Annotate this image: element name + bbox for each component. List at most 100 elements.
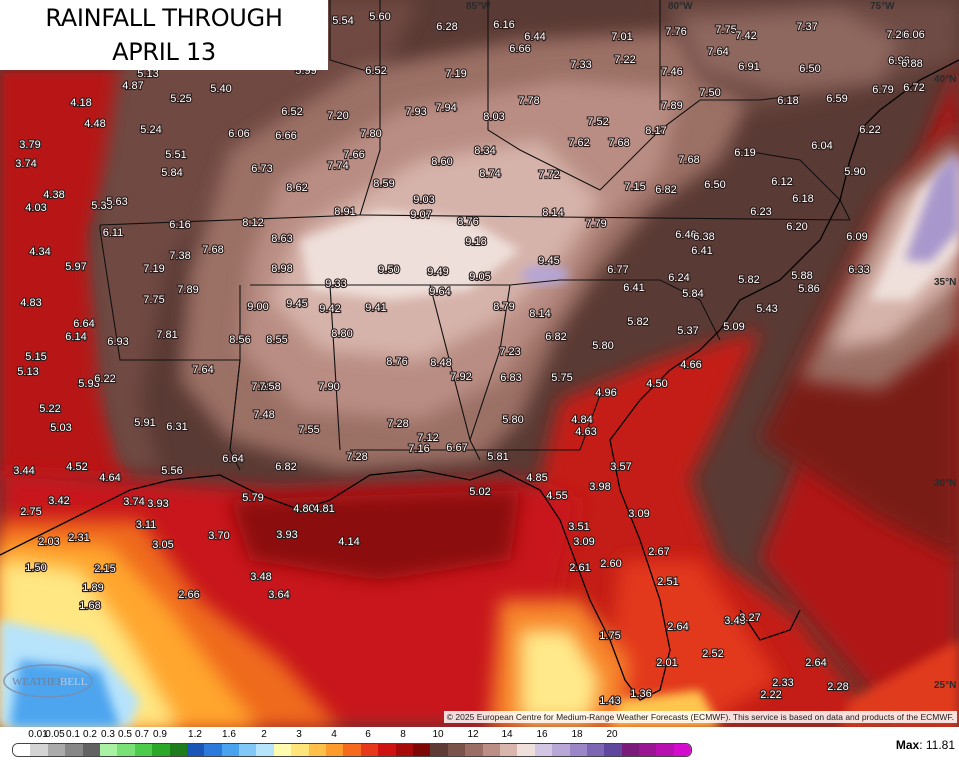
rainfall-value-128: 8.55 — [266, 334, 287, 346]
rainfall-value-161: 4.84 — [571, 414, 592, 426]
lon-75w: 75°W — [870, 1, 895, 12]
rainfall-value-189: 2.03 — [38, 536, 59, 548]
copyright-notice: © 2025 European Centre for Medium-Range … — [443, 711, 957, 723]
rainfall-point-values: 5.54 5.606.28 6.166.446.667.01 7.76 7.757.42… — [12, 10, 926, 708]
rainfall-value-57: 7.72 — [538, 169, 559, 181]
rainfall-value-214: 2.33 — [772, 677, 793, 689]
rainfall-value-63: 6.04 — [811, 140, 832, 152]
scale-swatch-16 — [291, 744, 309, 756]
rainfall-value-113: 5.84 — [682, 288, 703, 300]
lat-35n: 35°N — [934, 277, 956, 288]
max-value: Max: 11.81 — [895, 738, 955, 752]
rainfall-value-96: 6.41 — [691, 245, 712, 257]
rainfall-value-18: 7.33 — [570, 59, 591, 71]
rainfall-value-89: 6.38 — [693, 231, 714, 243]
logo-text-main: WEATHER — [12, 676, 65, 688]
rainfall-value-5: 6.66 — [509, 43, 530, 55]
rainfall-value-213: 2.64 — [805, 657, 826, 669]
rainfall-value-41: 7.52 — [587, 116, 608, 128]
rainfall-value-168: 5.81 — [487, 451, 508, 463]
scale-swatch-30 — [534, 744, 553, 756]
rainfall-value-106: 5.82 — [738, 274, 759, 286]
rainfall-value-45: 6.59 — [826, 93, 847, 105]
rainfall-value-182: 5.79 — [242, 492, 263, 504]
rainfall-value-110: 9.33 — [325, 278, 346, 290]
scale-swatch-32 — [569, 744, 587, 756]
rainfall-value-88: 6.46 — [675, 229, 696, 241]
scale-swatch-18 — [326, 744, 344, 756]
rainfall-value-85: 7.79 — [585, 218, 606, 230]
rainfall-value-8: 7.75 — [715, 24, 736, 36]
rainfall-value-153: 5.22 — [39, 403, 60, 415]
rainfall-value-194: 4.14 — [338, 536, 359, 548]
rainfall-value-131: 5.82 — [627, 316, 648, 328]
rainfall-value-157: 6.31 — [166, 421, 187, 433]
rainfall-value-28: 5.25 — [170, 93, 191, 105]
scale-swatch-3 — [65, 744, 83, 756]
rainfall-value-65: 5.90 — [844, 166, 865, 178]
rainfall-value-50: 6.73 — [251, 163, 272, 175]
rainfall-value-69: 5.63 — [106, 196, 127, 208]
rainfall-value-55: 8.34 — [474, 145, 495, 157]
rainfall-value-77: 6.18 — [792, 193, 813, 205]
rainfall-value-108: 6.33 — [848, 264, 869, 276]
rainfall-value-119: 9.42 — [319, 303, 340, 315]
rainfall-value-159: 7.28 — [387, 418, 408, 430]
rainfall-value-201: 3.48 — [250, 571, 271, 583]
rainfall-value-176: 3.98 — [589, 481, 610, 493]
rainfall-value-140: 6.22 — [94, 373, 115, 385]
rainfall-value-181: 3.93 — [147, 498, 168, 510]
rainfall-value-158: 7.55 — [298, 424, 319, 436]
rainfall-value-53: 7.74 — [327, 160, 348, 172]
rainfall-value-183: 4.80 — [293, 503, 314, 515]
rainfall-value-27: 5.40 — [210, 83, 231, 95]
rainfall-value-35: 6.66 — [275, 130, 296, 142]
scale-swatch-28 — [499, 744, 518, 756]
scale-label-14: 8 — [400, 729, 406, 740]
color-scale — [12, 743, 692, 757]
rainfall-value-154: 7.48 — [253, 409, 274, 421]
rainfall-value-148: 7.68 — [251, 381, 272, 393]
rainfall-value-210: 1.75 — [599, 630, 620, 642]
scale-label-11: 3 — [296, 729, 302, 740]
rainfall-value-129: 8.80 — [331, 328, 352, 340]
rainfall-value-10: 7.37 — [796, 21, 817, 33]
rainfall-value-170: 3.44 — [13, 465, 34, 477]
title-line-1: RAINFALL THROUGH — [45, 4, 283, 32]
scale-swatch-19 — [343, 744, 361, 756]
rainfall-value-165: 6.67 — [446, 442, 467, 454]
rainfall-value-147: 4.66 — [680, 359, 701, 371]
rainfall-value-105: 6.24 — [668, 272, 689, 284]
scale-label-4: 0.3 — [101, 729, 115, 740]
rainfall-value-3: 6.16 — [493, 19, 514, 31]
rainfall-value-135: 7.23 — [499, 346, 520, 358]
rainfall-value-164: 7.16 — [408, 443, 429, 455]
rainfall-value-102: 9.05 — [469, 271, 490, 283]
scale-label-16: 12 — [467, 729, 479, 740]
rainfall-value-21: 6.91 — [738, 61, 759, 73]
rainfall-value-81: 8.91 — [334, 206, 355, 218]
rainfall-value-12: 6.06 — [903, 29, 924, 41]
rainfall-value-49: 5.84 — [161, 167, 182, 179]
rainfall-value-212: 2.01 — [656, 657, 677, 669]
rainfall-value-205: 3.64 — [268, 589, 289, 601]
rainfall-value-114: 5.86 — [798, 283, 819, 295]
rainfall-value-134: 6.93 — [107, 336, 128, 348]
rainfall-value-180: 3.74 — [123, 496, 144, 508]
rainfall-value-16: 6.52 — [365, 65, 386, 77]
rainfall-value-216: 2.22 — [760, 689, 781, 701]
rainfall-value-93: 7.38 — [169, 250, 190, 262]
scale-swatch-38 — [673, 744, 691, 756]
rainfall-value-30: 6.79 — [872, 84, 893, 96]
scale-swatch-11 — [204, 744, 222, 756]
rainfall-value-198: 2.15 — [94, 563, 115, 575]
rainfall-value-17: 7.19 — [445, 68, 466, 80]
rainfall-value-58: 7.62 — [568, 137, 589, 149]
scale-swatch-36 — [639, 744, 657, 756]
rainfall-value-186: 3.09 — [628, 508, 649, 520]
scale-swatch-10 — [186, 744, 205, 756]
scale-swatch-14 — [256, 744, 274, 756]
rainfall-value-127: 8.56 — [229, 334, 250, 346]
rainfall-value-19: 7.22 — [614, 54, 635, 66]
